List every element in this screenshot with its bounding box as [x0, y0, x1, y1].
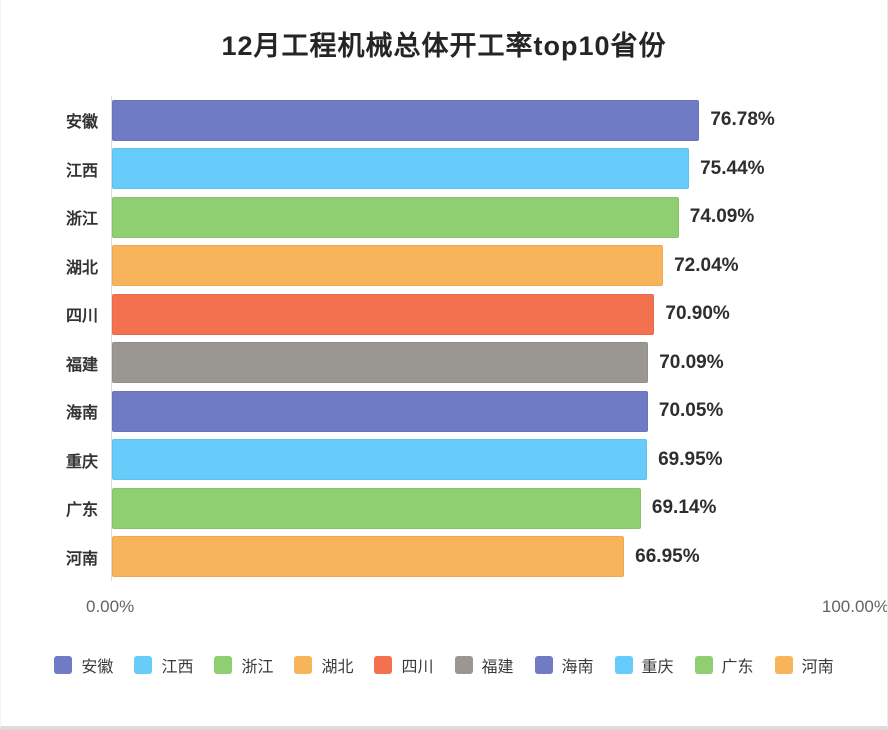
category-label: 安徽	[65, 114, 98, 132]
bar	[112, 245, 664, 287]
bar-row: 河南 66.95%	[66, 533, 877, 582]
legend-swatch-icon	[214, 656, 233, 674]
legend-item: 江西	[134, 653, 193, 677]
bar-row: 安徽 76.78%	[66, 96, 877, 145]
bar-track: 75.44%	[112, 148, 877, 190]
category-label: 重庆	[65, 453, 98, 471]
value-label: 76.78%	[710, 109, 775, 131]
legend-item: 福建	[454, 653, 514, 677]
value-label: 69.95%	[658, 448, 723, 470]
chart-title: 12月工程机械总体开工率top10省份	[221, 31, 667, 61]
legend-swatch-icon	[374, 656, 393, 674]
bar-track: 74.09%	[112, 196, 877, 238]
bar-row: 重庆 69.95%	[66, 436, 877, 485]
value-label: 66.95%	[635, 545, 700, 567]
value-label: 70.09%	[659, 351, 724, 373]
legend-label: 湖北	[321, 659, 354, 676]
category-label: 广东	[65, 502, 98, 520]
legend-swatch-icon	[54, 656, 73, 674]
bar-row: 海南 70.05%	[66, 387, 877, 436]
legend-item: 河南	[774, 653, 834, 677]
bar-row: 福建 70.09%	[66, 339, 877, 388]
legend-label: 海南	[561, 659, 594, 676]
bar-row: 广东 69.14%	[66, 484, 877, 533]
bar	[112, 196, 679, 238]
category-label: 福建	[65, 356, 98, 374]
bar-track: 70.90%	[112, 293, 877, 335]
legend-swatch-icon	[694, 656, 713, 674]
bar	[112, 293, 655, 335]
legend-swatch-icon	[454, 656, 473, 674]
legend-swatch-icon	[134, 656, 153, 674]
legend-item: 四川	[374, 653, 434, 677]
value-label: 74.09%	[689, 206, 755, 228]
legend-label: 重庆	[641, 659, 674, 676]
bar	[112, 536, 625, 578]
legend-item: 浙江	[214, 653, 273, 677]
legend-item: 重庆	[614, 653, 674, 677]
legend-swatch-icon	[774, 656, 793, 674]
legend-swatch-icon	[534, 656, 553, 674]
legend-label: 安徽	[81, 659, 114, 676]
bar-track: 66.95%	[112, 536, 877, 578]
category-label: 海南	[65, 405, 98, 423]
legend-label: 广东	[721, 659, 754, 676]
category-label: 河南	[65, 550, 98, 568]
bar	[112, 148, 690, 190]
value-label: 75.44%	[700, 157, 765, 179]
bar-row: 江西 75.44%	[66, 145, 877, 194]
x-axis-min-label: 0.00%	[86, 597, 135, 616]
category-label: 江西	[65, 162, 98, 180]
legend-item: 海南	[534, 653, 594, 677]
bars-container: 安徽 76.78% 江西 75.44% 浙江 74.09% 湖北 72.04% 四川 70.90%…	[66, 96, 877, 582]
category-label: 浙江	[65, 211, 98, 229]
value-label: 69.14%	[651, 497, 717, 519]
legend-label: 浙江	[241, 659, 274, 676]
legend-item: 湖北	[294, 653, 353, 677]
legend-swatch-icon	[614, 656, 633, 674]
plot-area: 安徽 76.78% 江西 75.44% 浙江 74.09% 湖北 72.04% 四川 70.90%…	[1, 96, 887, 617]
bar-row: 浙江 74.09%	[66, 193, 877, 242]
value-label: 72.04%	[674, 254, 739, 276]
legend-label: 福建	[481, 659, 514, 676]
legend: 安徽 江西 浙江 湖北 四川 福建 海南 重庆 广东 河南	[1, 653, 887, 677]
bar-track: 70.09%	[112, 342, 877, 384]
legend-label: 江西	[161, 659, 194, 676]
bar-track: 69.14%	[112, 487, 877, 529]
bar	[112, 439, 648, 481]
x-axis-max-label: 100.00%	[821, 597, 888, 616]
category-label: 四川	[65, 308, 98, 326]
bar-track: 69.95%	[112, 439, 877, 481]
value-label: 70.90%	[665, 303, 730, 325]
bar	[112, 342, 649, 384]
category-label: 湖北	[65, 259, 98, 277]
bar-track: 72.04%	[112, 245, 877, 287]
bar-row: 四川 70.90%	[66, 290, 877, 339]
bar	[112, 487, 641, 529]
bar-track: 76.78%	[112, 99, 877, 141]
legend-item: 安徽	[54, 653, 113, 677]
value-label: 70.05%	[658, 400, 724, 422]
legend-swatch-icon	[294, 656, 313, 674]
x-axis: 0.00% 100.00%	[86, 597, 888, 617]
bar-row: 湖北 72.04%	[66, 242, 877, 291]
bar	[112, 99, 700, 141]
legend-item: 广东	[694, 653, 754, 677]
bar	[112, 390, 648, 432]
bar-track: 70.05%	[112, 390, 877, 432]
legend-label: 河南	[801, 659, 834, 676]
legend-label: 四川	[401, 659, 434, 676]
